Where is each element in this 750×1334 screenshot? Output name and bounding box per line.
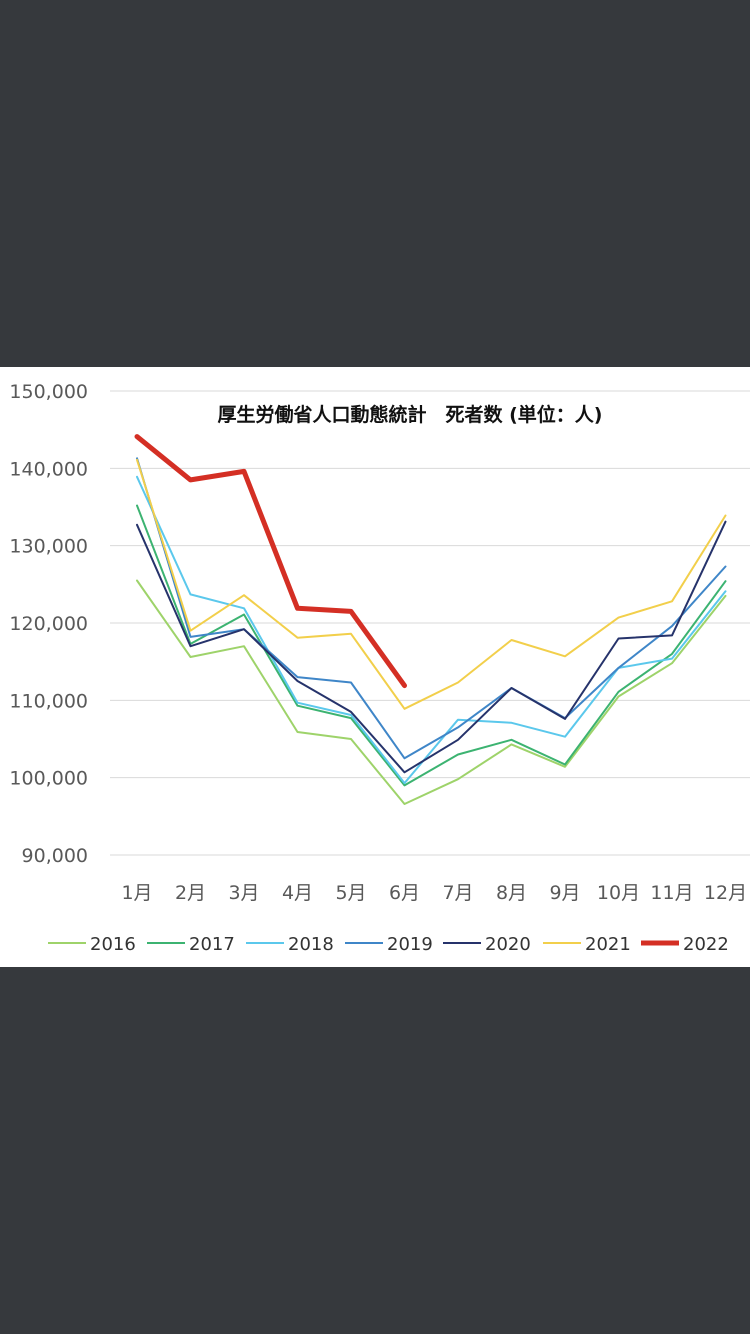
legend-label-2020: 2020 (485, 934, 531, 955)
x-tick-label: 1月 (121, 882, 152, 904)
y-tick-label: 110,000 (9, 690, 88, 712)
x-tick-label: 2月 (175, 882, 206, 904)
line-chart: 150,000 140,000 130,000 120,000 110,000 100,0… (9, 381, 750, 955)
y-tick-label: 130,000 (9, 536, 88, 558)
x-tick-label: 4月 (282, 882, 313, 904)
series-line-2021 (136, 458, 727, 710)
x-tick-label: 9月 (549, 882, 580, 904)
chart-title: 厚生労働省人口動態統計 死者数 (単位：人) (218, 403, 603, 426)
series-line-2016 (136, 579, 727, 805)
x-axis-ticks: 1月 2月 3月 4月 5月 6月 7月 8月 9月 10月 11月 12月 (121, 882, 747, 904)
y-tick-label: 90,000 (22, 845, 88, 867)
series-line-2020 (136, 520, 727, 774)
y-tick-label: 150,000 (9, 381, 88, 403)
legend: 2016 2017 2018 2019 2020 2021 2022 (48, 934, 729, 955)
legend-label-2018: 2018 (288, 934, 334, 955)
legend-label-2019: 2019 (387, 934, 433, 955)
x-tick-label: 12月 (704, 882, 747, 904)
y-tick-label: 140,000 (9, 458, 88, 480)
x-tick-label: 6月 (389, 882, 420, 904)
series-line-2022 (134, 434, 407, 689)
x-tick-label: 7月 (442, 882, 473, 904)
legend-label-2022: 2022 (683, 934, 729, 955)
legend-label-2017: 2017 (189, 934, 235, 955)
y-tick-label: 100,000 (9, 768, 88, 790)
x-tick-label: 11月 (650, 882, 693, 904)
gridlines (110, 390, 750, 856)
y-axis-ticks: 150,000 140,000 130,000 120,000 110,000 100,0… (9, 381, 88, 867)
series-line-2017 (136, 504, 727, 787)
series-line-2019 (136, 457, 727, 760)
x-tick-label: 10月 (597, 882, 640, 904)
x-tick-label: 3月 (228, 882, 259, 904)
y-tick-label: 120,000 (9, 613, 88, 635)
legend-label-2021: 2021 (585, 934, 631, 955)
x-tick-label: 8月 (496, 882, 527, 904)
legend-label-2016: 2016 (90, 934, 136, 955)
series-line-2018 (136, 475, 727, 785)
x-tick-label: 5月 (335, 882, 366, 904)
chart-card: 150,000 140,000 130,000 120,000 110,000 100,0… (0, 367, 750, 967)
series-lines (134, 434, 727, 805)
